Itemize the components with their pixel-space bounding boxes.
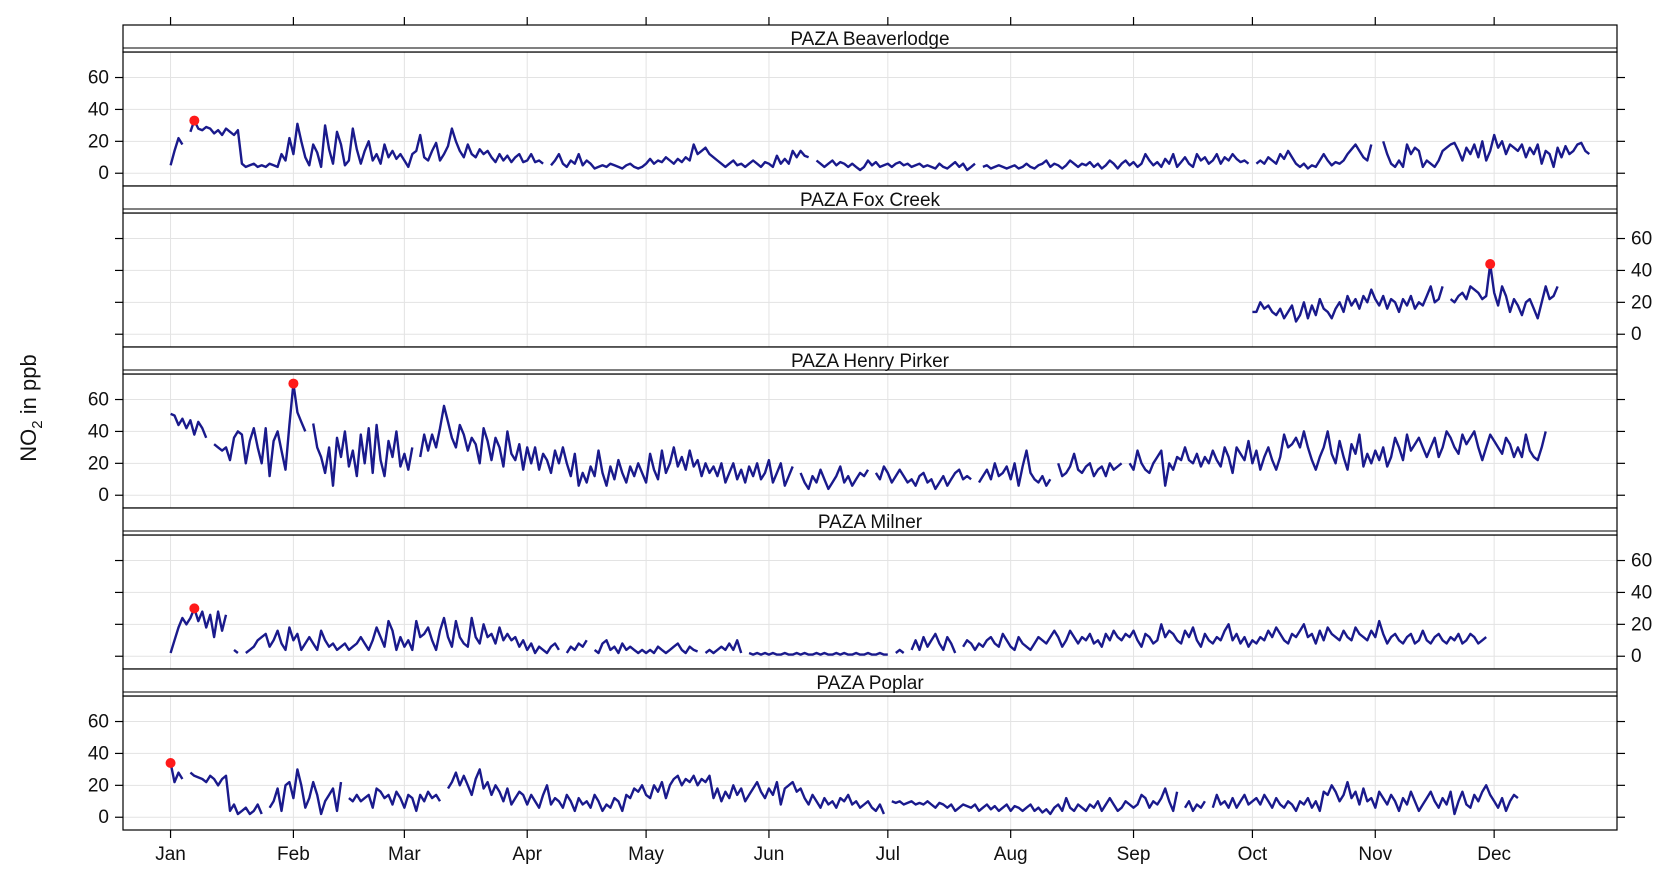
y-axis-label-subscript: 2 — [29, 420, 46, 428]
x-tick-label-mar: Mar — [388, 844, 421, 865]
x-tick-label-oct: Oct — [1238, 844, 1268, 865]
strip-label-paza-henry-pirker: PAZA Henry Pirker — [791, 351, 950, 372]
y-axis-label: NO2 in ppb — [16, 354, 46, 461]
y-tick-label-paza-henry-pirker-0: 0 — [98, 485, 109, 506]
y-tick-label-paza-milner-60: 60 — [1631, 551, 1652, 572]
strip-headers: PAZA Beaverlodge PAZA Fox Creek PAZA Henry… — [122, 24, 1618, 697]
series-line-paza-henry-pirker — [170, 382, 1547, 491]
y-tick-label-paza-poplar-60: 60 — [88, 712, 109, 733]
y-tick-label-paza-henry-pirker-60: 60 — [88, 390, 109, 411]
y-tick-label-paza-beaverlodge-0: 0 — [98, 163, 109, 184]
x-tick-label-jan: Jan — [155, 844, 186, 865]
panel-frame-paza-fox-creek — [122, 212, 1618, 348]
y-tick-label-paza-fox-creek-40: 40 — [1631, 260, 1652, 281]
y-tick-label-paza-beaverlodge-40: 40 — [88, 99, 109, 120]
strip-label-paza-milner: PAZA Milner — [818, 512, 923, 533]
series-line-paza-fox-creek — [1252, 262, 1559, 323]
x-tick-label-apr: Apr — [512, 844, 542, 865]
series-line-paza-milner — [169, 607, 1487, 656]
max-marker-paza-milner — [189, 603, 200, 614]
y-tick-label-paza-fox-creek-20: 20 — [1631, 292, 1652, 313]
y-tick-label-paza-milner-20: 20 — [1631, 614, 1652, 635]
axes: 0 20 40 60 0 20 40 60 0 20 40 60 0 20 40 60 0 20 40 60 Jan Fe… — [88, 17, 1652, 865]
panel-frame-paza-poplar — [122, 695, 1618, 831]
grid-lines — [123, 52, 1617, 830]
y-tick-label-paza-poplar-40: 40 — [88, 743, 109, 764]
y-tick-label-paza-beaverlodge-60: 60 — [88, 68, 109, 89]
max-marker-paza-henry-pirker — [288, 378, 299, 389]
x-tick-label-jul: Jul — [876, 844, 900, 865]
y-tick-label-paza-milner-0: 0 — [1631, 646, 1642, 667]
y-tick-label-paza-henry-pirker-40: 40 — [88, 421, 109, 442]
x-tick-label-may: May — [628, 844, 664, 865]
strip-label-paza-poplar: PAZA Poplar — [816, 673, 924, 694]
strip-label-paza-fox-creek: PAZA Fox Creek — [800, 190, 941, 211]
series-line-paza-poplar — [169, 762, 1519, 816]
y-tick-label-paza-milner-40: 40 — [1631, 582, 1652, 603]
x-tick-label-jun: Jun — [754, 844, 785, 865]
y-tick-label-paza-henry-pirker-20: 20 — [88, 453, 109, 474]
y-tick-label-paza-poplar-0: 0 — [98, 807, 109, 828]
strip-label-paza-beaverlodge: PAZA Beaverlodge — [790, 29, 949, 50]
max-marker-paza-fox-creek — [1485, 259, 1496, 270]
x-tick-label-sep: Sep — [1117, 844, 1151, 865]
y-tick-label-paza-fox-creek-0: 0 — [1631, 324, 1642, 345]
y-tick-label-paza-fox-creek-60: 60 — [1631, 229, 1652, 250]
y-axis-label-tail: in ppb — [16, 354, 41, 420]
x-tick-label-aug: Aug — [994, 844, 1028, 865]
x-tick-label-dec: Dec — [1477, 844, 1511, 865]
y-tick-label-paza-poplar-20: 20 — [88, 775, 109, 796]
max-marker-paza-poplar — [165, 758, 176, 768]
data-series — [165, 115, 1591, 816]
x-tick-label-feb: Feb — [277, 844, 310, 865]
x-tick-label-nov: Nov — [1358, 844, 1392, 865]
y-axis-label-main: NO — [16, 429, 41, 462]
y-tick-label-paza-beaverlodge-20: 20 — [88, 131, 109, 152]
series-line-paza-beaverlodge — [169, 119, 1591, 172]
max-marker-paza-beaverlodge — [189, 115, 200, 126]
